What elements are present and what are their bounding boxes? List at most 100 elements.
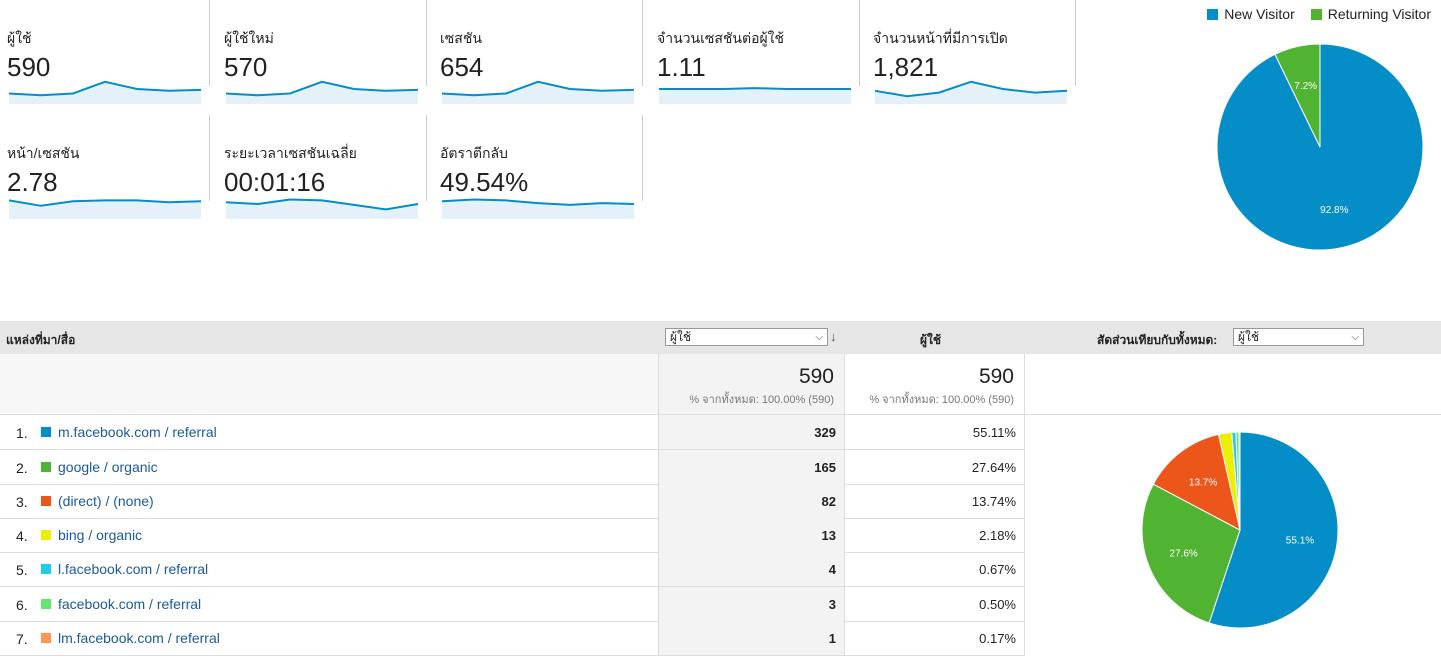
comparison-label: สัดส่วนเทียบกับทั้งหมด: [1097,333,1218,347]
legend-swatch [1207,8,1219,20]
users-percent: 0.17% [845,621,1025,655]
totals-users: 590 % จากทั้งหมด: 100.00% (590) [658,354,845,414]
row-swatch [41,599,51,609]
metric-pageviews[interactable]: จำนวนหน้าที่มีการเปิด 1,821 [866,0,1076,104]
pie-slice[interactable] [1238,431,1241,531]
metric-label: ระยะเวลาเซสชันเฉลี่ย [224,145,357,161]
source-medium-link[interactable]: lm.facebook.com / referral [58,630,220,646]
metric-label: จำนวนเซสชันต่อผู้ใช้ [657,30,785,46]
metric-label: ผู้ใช้ใหม่ [224,30,274,46]
row-index: 3. [16,494,28,510]
table-row: 2. google / organic 165 27.64% [0,450,1025,485]
sparkline-line [225,198,419,211]
metric-value: 570 [224,52,268,82]
chevron-down-icon: ⌵ [1351,331,1359,343]
metric-label: อัตราตีกลับ [440,145,508,161]
sparkline-area [659,88,851,104]
sparkline-line [225,80,419,97]
totals-value: 590 [798,365,834,388]
pie-slice-label: 7.2% [1294,81,1317,92]
metric-label: หน้า/เซสชัน [7,145,80,161]
metric-value: 49.54% [440,167,529,197]
metric-value: 2.78 [7,167,58,197]
users-value: 82 [658,484,845,518]
pie-slice-label: 13.7% [1189,478,1217,489]
metric-value: 00:01:16 [224,167,326,197]
metric-bounce-rate[interactable]: อัตราตีกลับ 49.54% [433,115,643,219]
sparkline [441,80,635,104]
dimension-header[interactable]: แหล่งที่มา/สื่อ [6,333,76,347]
users-percent: 13.74% [845,484,1025,518]
pie-slice[interactable] [1141,483,1241,624]
sparkline-area [442,81,634,104]
metric-value: 590 [7,52,51,82]
source-medium-link[interactable]: bing / organic [58,527,143,543]
row-swatch [41,462,51,472]
users-percent: 2.18% [845,518,1025,552]
legend-swatch [1310,8,1322,20]
metric-header[interactable]: ผู้ใช้ [920,333,942,347]
row-swatch [41,633,51,643]
sparkline-line [8,80,202,97]
users-percent: 27.64% [845,450,1025,484]
source-medium-link[interactable]: m.facebook.com / referral [58,424,217,440]
source-medium-link[interactable]: (direct) / (none) [58,493,154,509]
pie-slice[interactable] [1152,433,1241,531]
sparkline-line [659,87,851,90]
users-value: 165 [658,450,845,484]
table-row: 4. bing / organic 13 2.18% [0,518,1025,553]
row-swatch [41,496,51,506]
pie-slice-label: 27.6% [1169,549,1197,560]
legend-label: Returning Visitor [1327,6,1431,22]
sparkline-area [226,199,418,219]
sparkline [441,198,635,219]
sort-descending-icon[interactable]: ↓ [830,329,837,344]
sparkline-area [875,81,1067,104]
sparkline-area [226,81,418,104]
table-row: 3. (direct) / (none) 82 13.74% [0,484,1025,519]
metric-label: ผู้ใช้ [7,30,32,46]
row-index: 6. [16,597,28,613]
metric-sessions-per-user[interactable]: จำนวนเซสชันต่อผู้ใช้ 1.11 [650,0,860,104]
row-swatch [41,530,51,540]
legend-item-new-visitor[interactable]: New Visitor [1207,6,1295,22]
metric-value: 1,821 [873,52,939,82]
source-medium-link[interactable]: google / organic [58,459,158,475]
sparkline [659,87,851,104]
pie-slice[interactable] [1274,43,1321,148]
comparison-select[interactable]: ผู้ใช้ ⌵ [1233,328,1364,346]
metric-users[interactable]: ผู้ใช้ 590 [0,0,210,104]
users-value: 329 [658,415,845,449]
metric-value: 654 [440,52,484,82]
users-value: 4 [658,552,845,586]
sparkline-line [874,80,1068,98]
legend-item-returning-visitor[interactable]: Returning Visitor [1310,6,1431,22]
legend-label: New Visitor [1224,6,1295,22]
users-value: 1 [658,621,845,655]
users-percent: 55.11% [845,415,1025,449]
row-index: 1. [16,425,28,441]
totals-value: 590 [978,365,1014,388]
sparkline [8,199,202,219]
metric-pages-per-session[interactable]: หน้า/เซสชัน 2.78 [0,115,210,219]
sparkline-line [441,80,635,97]
table-header: แหล่งที่มา/สื่อ ผู้ใช้ ⌵ ↓ ผู้ใช้ สัดส่ว… [0,321,1441,354]
sparkline [874,80,1068,104]
users-percent: 0.50% [845,587,1025,621]
sparkline-area [9,81,201,104]
metric-sessions[interactable]: เซสชัน 654 [433,0,643,104]
pie-slice-label: 92.8% [1320,205,1348,216]
metric-new-users[interactable]: ผู้ใช้ใหม่ 570 [217,0,427,104]
metric-avg-session-duration[interactable]: ระยะเวลาเซสชันเฉลี่ย 00:01:16 [217,115,427,219]
metric-select-value: ผู้ใช้ [670,329,692,344]
source-medium-link[interactable]: facebook.com / referral [58,596,202,612]
pie-slice[interactable] [1208,431,1339,629]
row-swatch [41,427,51,437]
sparkline-line [8,199,202,207]
sparkline-line [441,198,635,206]
source-medium-link[interactable]: l.facebook.com / referral [58,561,209,577]
row-index: 4. [16,528,28,544]
users-value: 13 [658,518,845,552]
metric-select[interactable]: ผู้ใช้ ⌵ [665,328,828,346]
